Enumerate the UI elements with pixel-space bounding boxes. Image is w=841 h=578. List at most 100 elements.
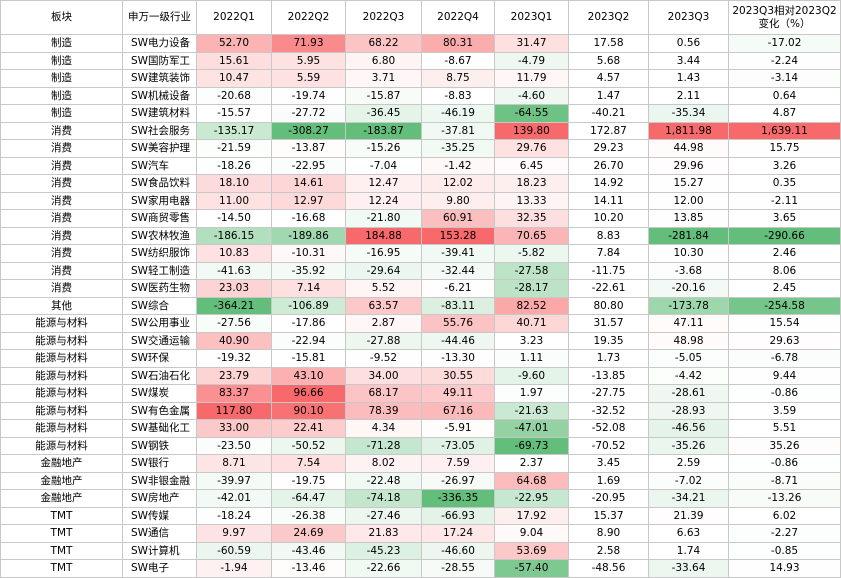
value-cell: -15.81: [271, 349, 346, 368]
value-cell: -27.75: [568, 384, 649, 403]
table-row: 制造 SW电力设备 52.70 71.93 68.22 80.31 31.47 17.58 0.…: [0, 34, 841, 53]
value-cell: -20.16: [648, 279, 729, 298]
value-cell: 6.80: [345, 51, 422, 70]
value-cell: 3.26: [728, 156, 841, 175]
value-cell: 184.88: [345, 226, 422, 245]
value-cell: -15.26: [345, 139, 422, 158]
value-cell: 60.91: [421, 209, 495, 228]
value-cell: 40.90: [196, 331, 272, 350]
table-row: 消费 SW家用电器 11.00 12.97 12.24 9.80 13.33 14.11 12.…: [0, 191, 841, 210]
industry-cell: SW纺织服饰: [122, 244, 197, 263]
value-cell: 8.71: [196, 454, 272, 473]
value-cell: -20.95: [568, 489, 649, 508]
value-cell: 15.27: [648, 174, 729, 193]
industry-cell: SW国防军工: [122, 51, 197, 70]
value-cell: 1.73: [568, 349, 649, 368]
value-cell: 29.63: [728, 331, 841, 350]
value-cell: 2.46: [728, 244, 841, 263]
value-cell: -5.91: [421, 419, 495, 438]
value-cell: -43.46: [271, 541, 346, 560]
value-cell: -39.97: [196, 471, 272, 490]
value-cell: 68.17: [345, 384, 422, 403]
value-cell: -336.35: [421, 489, 495, 508]
value-cell: 80.31: [421, 34, 495, 53]
value-cell: 14.61: [271, 174, 346, 193]
table-row: 制造 SW国防军工 15.61 5.95 6.80 -8.67 -4.79 5.68 3.44-…: [0, 51, 841, 70]
value-cell: -308.27: [271, 121, 346, 140]
value-cell: -13.26: [728, 489, 841, 508]
value-cell: 10.30: [648, 244, 729, 263]
industry-cell: SW通信: [122, 524, 197, 543]
value-cell: -46.19: [421, 104, 495, 123]
value-cell: 8.02: [345, 454, 422, 473]
value-cell: -19.75: [271, 471, 346, 490]
value-cell: 2.45: [728, 279, 841, 298]
sector-cell: 消费: [0, 139, 123, 158]
value-cell: 53.69: [494, 541, 569, 560]
sector-cell: 制造: [0, 51, 123, 70]
value-cell: 3.65: [728, 209, 841, 228]
value-cell: 23.79: [196, 366, 272, 385]
industry-cell: SW建筑材料: [122, 104, 197, 123]
value-cell: -135.17: [196, 121, 272, 140]
value-cell: 1.74: [648, 541, 729, 560]
value-cell: -32.44: [421, 261, 495, 280]
value-cell: 12.24: [345, 191, 422, 210]
value-cell: -1.42: [421, 156, 495, 175]
value-cell: -5.82: [494, 244, 569, 263]
value-cell: -28.17: [494, 279, 569, 298]
value-cell: -50.52: [271, 436, 346, 455]
table-row: 其他 SW综合 -364.21 -106.89 63.57 -83.11 82.52 80.8…: [0, 296, 841, 315]
value-cell: 26.70: [568, 156, 649, 175]
value-cell: -5.05: [648, 349, 729, 368]
industry-cell: SW社会服务: [122, 121, 197, 140]
value-cell: -0.85: [728, 541, 841, 560]
industry-cell: SW家用电器: [122, 191, 197, 210]
industry-cell: SW公用事业: [122, 314, 197, 333]
value-cell: -13.30: [421, 349, 495, 368]
sector-cell: 能源与材料: [0, 314, 123, 333]
value-cell: 3.71: [345, 69, 422, 88]
value-cell: 24.69: [271, 524, 346, 543]
sector-cell: 消费: [0, 261, 123, 280]
value-cell: -69.73: [494, 436, 569, 455]
value-cell: -22.61: [568, 279, 649, 298]
value-cell: -4.42: [648, 366, 729, 385]
sector-cell: 消费: [0, 279, 123, 298]
value-cell: -44.46: [421, 331, 495, 350]
value-cell: 1.69: [568, 471, 649, 490]
value-cell: 7.59: [421, 454, 495, 473]
value-cell: -70.52: [568, 436, 649, 455]
value-cell: 32.35: [494, 209, 569, 228]
value-cell: -22.95: [271, 156, 346, 175]
table-row: 能源与材料 SW基础化工 33.00 22.41 4.34 -5.91 -47.01 -52.…: [0, 419, 841, 438]
value-cell: 7.54: [271, 454, 346, 473]
value-cell: -66.93: [421, 506, 495, 525]
value-cell: -41.63: [196, 261, 272, 280]
table-row: TMT SW电子 -1.94 -13.46 -22.66 -28.55 -57.40 -48.…: [0, 559, 841, 578]
header-cell: 2023Q1: [494, 0, 569, 35]
value-cell: -46.56: [648, 419, 729, 438]
value-cell: -42.01: [196, 489, 272, 508]
value-cell: 21.83: [345, 524, 422, 543]
table-row: 金融地产 SW房地产 -42.01 -64.47 -74.18 -336.35 -22.95…: [0, 489, 841, 508]
value-cell: 5.51: [728, 419, 841, 438]
value-cell: 2.11: [648, 86, 729, 105]
value-cell: -47.01: [494, 419, 569, 438]
value-cell: 7.14: [271, 279, 346, 298]
value-cell: 14.93: [728, 559, 841, 578]
value-cell: -13.46: [271, 559, 346, 578]
value-cell: 47.11: [648, 314, 729, 333]
value-cell: -71.28: [345, 436, 422, 455]
value-cell: -83.11: [421, 296, 495, 315]
value-cell: 12.02: [421, 174, 495, 193]
sector-cell: 消费: [0, 156, 123, 175]
value-cell: 2.59: [648, 454, 729, 473]
value-cell: -21.59: [196, 139, 272, 158]
header-cell: 2022Q3: [345, 0, 422, 35]
value-cell: 29.76: [494, 139, 569, 158]
industry-cell: SW机械设备: [122, 86, 197, 105]
value-cell: 22.41: [271, 419, 346, 438]
value-cell: -36.45: [345, 104, 422, 123]
value-cell: 11.79: [494, 69, 569, 88]
